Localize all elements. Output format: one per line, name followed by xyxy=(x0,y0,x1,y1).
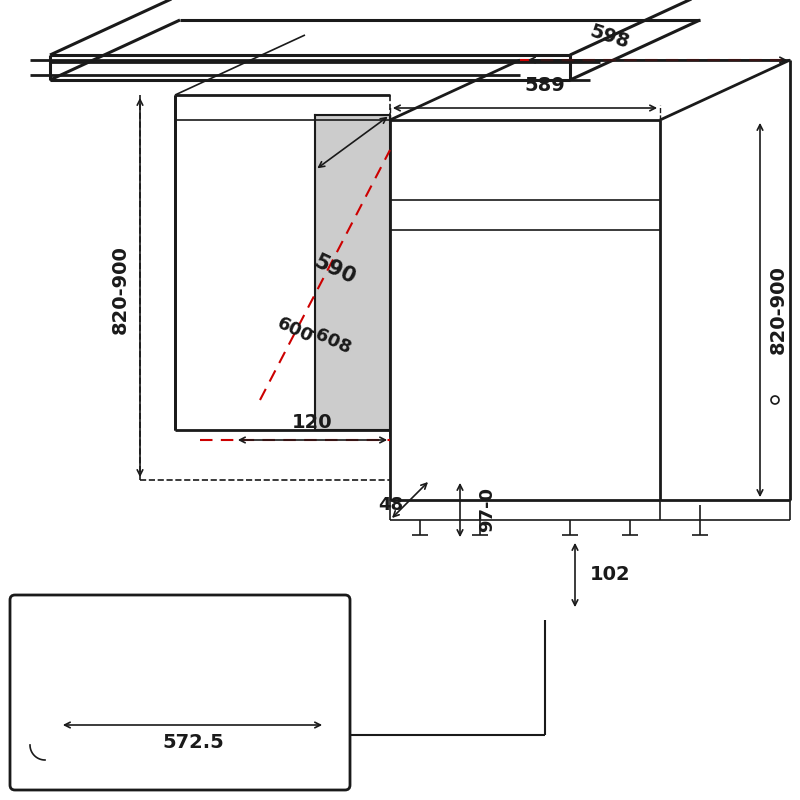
FancyBboxPatch shape xyxy=(10,595,350,790)
Text: 48: 48 xyxy=(378,496,403,514)
Text: 598: 598 xyxy=(588,22,632,52)
Text: 572.5: 572.5 xyxy=(162,733,224,752)
Polygon shape xyxy=(315,115,390,430)
Text: 97-0: 97-0 xyxy=(478,487,496,533)
Text: 600: 600 xyxy=(274,314,316,346)
Text: 820-900: 820-900 xyxy=(110,246,130,334)
Text: 820-900: 820-900 xyxy=(769,266,787,354)
Text: 589: 589 xyxy=(525,76,566,95)
Text: -608: -608 xyxy=(306,322,354,358)
Text: 102: 102 xyxy=(590,566,630,585)
Text: 120: 120 xyxy=(292,413,332,432)
Text: 590: 590 xyxy=(311,252,359,288)
